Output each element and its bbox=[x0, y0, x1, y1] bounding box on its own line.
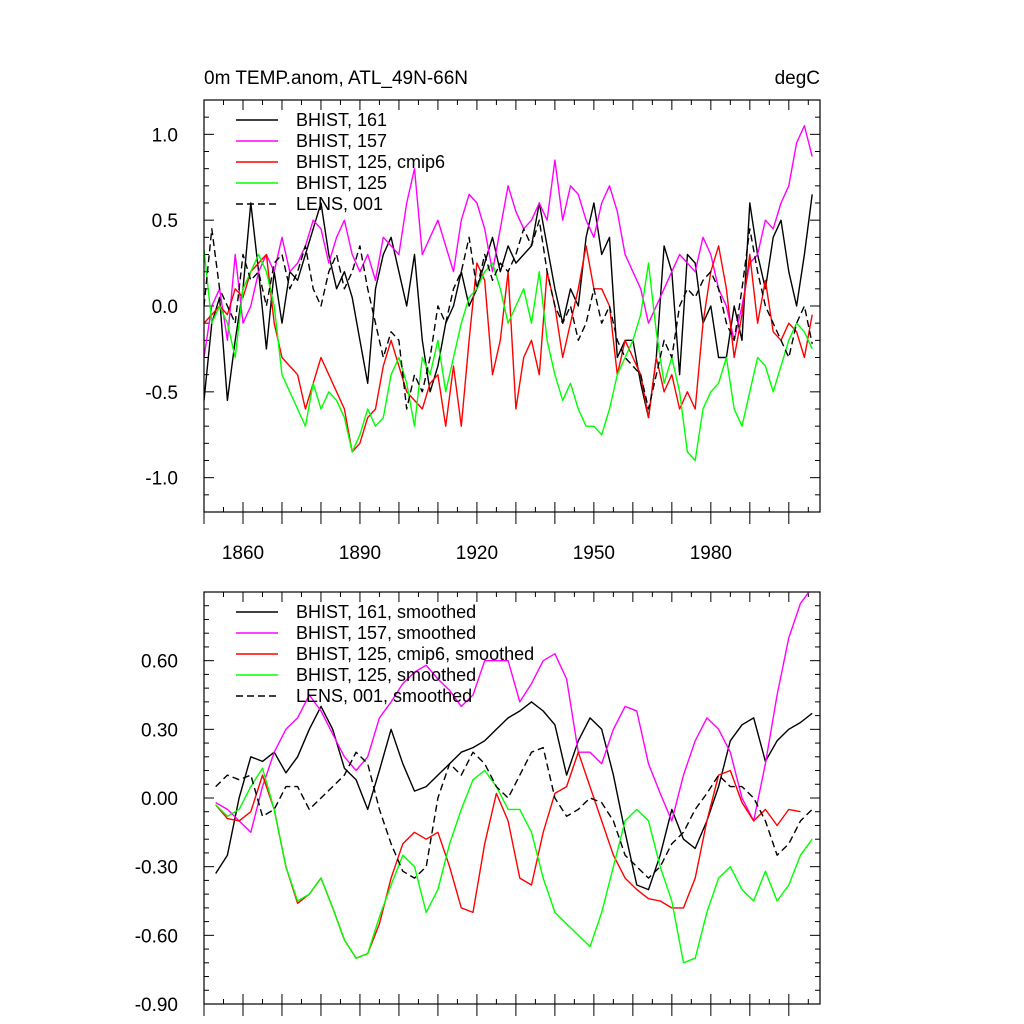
bottom-series-line bbox=[215, 701, 813, 891]
bottom-series-lines bbox=[215, 592, 813, 964]
bottom-y-tick-label: -0.60 bbox=[135, 926, 178, 947]
bottom-y-tick-label: -0.30 bbox=[135, 858, 178, 879]
top-y-tick-label: -1.0 bbox=[145, 469, 178, 490]
bottom-series-line bbox=[215, 751, 801, 959]
top-y-tick-label: 1.0 bbox=[152, 125, 178, 146]
top-legend-label: BHIST, 125 bbox=[296, 173, 387, 193]
top-x-tick-label: 1980 bbox=[690, 543, 732, 564]
bottom-panel: 0.60 0.30 0.00 -0.30 -0.60 -0.90 BHIST, 161, … bbox=[135, 591, 821, 1016]
top-series-line bbox=[204, 249, 813, 462]
top-chart-title: 0m TEMP.anom, ATL_49N-66N bbox=[204, 68, 468, 89]
top-x-tick-label: 1920 bbox=[456, 543, 498, 564]
bottom-axis-ticks: 0.60 0.30 0.00 -0.30 -0.60 -0.90 bbox=[135, 591, 820, 1016]
bottom-legend-label: BHIST, 125, smoothed bbox=[296, 665, 476, 685]
bottom-legend-label: LENS, 001, smoothed bbox=[296, 686, 472, 706]
bottom-series-line bbox=[215, 746, 813, 879]
bottom-legend-label: BHIST, 161, smoothed bbox=[296, 602, 476, 622]
top-y-tick-label: -0.5 bbox=[145, 383, 178, 404]
bottom-y-tick-label: 0.30 bbox=[141, 720, 178, 741]
top-x-tick-label: 1890 bbox=[339, 543, 381, 564]
bottom-series-line bbox=[215, 592, 810, 833]
top-legend-label: BHIST, 125, cmip6 bbox=[296, 152, 445, 172]
top-legend-label: LENS, 001 bbox=[296, 194, 383, 214]
bottom-y-tick-label: -0.90 bbox=[135, 995, 178, 1016]
top-legend-label: BHIST, 161 bbox=[296, 110, 387, 130]
top-plot-frame bbox=[203, 99, 821, 513]
top-series-line bbox=[204, 194, 813, 419]
bottom-legend-label: BHIST, 157, smoothed bbox=[296, 623, 476, 643]
top-series-lines bbox=[204, 124, 813, 462]
bottom-series-line bbox=[215, 767, 813, 964]
bottom-legend-label: BHIST, 125, cmip6, smoothed bbox=[296, 644, 534, 664]
top-x-tick-label: 1860 bbox=[222, 543, 264, 564]
top-panel: 0m TEMP.anom, ATL_49N-66N degC 1860 1890 1… bbox=[145, 68, 821, 564]
top-y-tick-label: 0.0 bbox=[152, 297, 178, 318]
top-legend-label: BHIST, 157 bbox=[296, 131, 387, 151]
bottom-y-tick-label: 0.00 bbox=[141, 789, 178, 810]
top-x-tick-label: 1950 bbox=[573, 543, 615, 564]
top-series-line bbox=[204, 219, 813, 410]
top-axis-ticks: 1860 1890 1920 1950 1980 1.0 0.5 0.0 -0.5 -1.0 bbox=[145, 99, 820, 564]
bottom-y-tick-label: 0.60 bbox=[141, 652, 178, 673]
top-y-tick-label: 0.5 bbox=[152, 211, 178, 232]
bottom-plot-frame bbox=[203, 591, 821, 1005]
top-chart-units: degC bbox=[775, 68, 820, 89]
